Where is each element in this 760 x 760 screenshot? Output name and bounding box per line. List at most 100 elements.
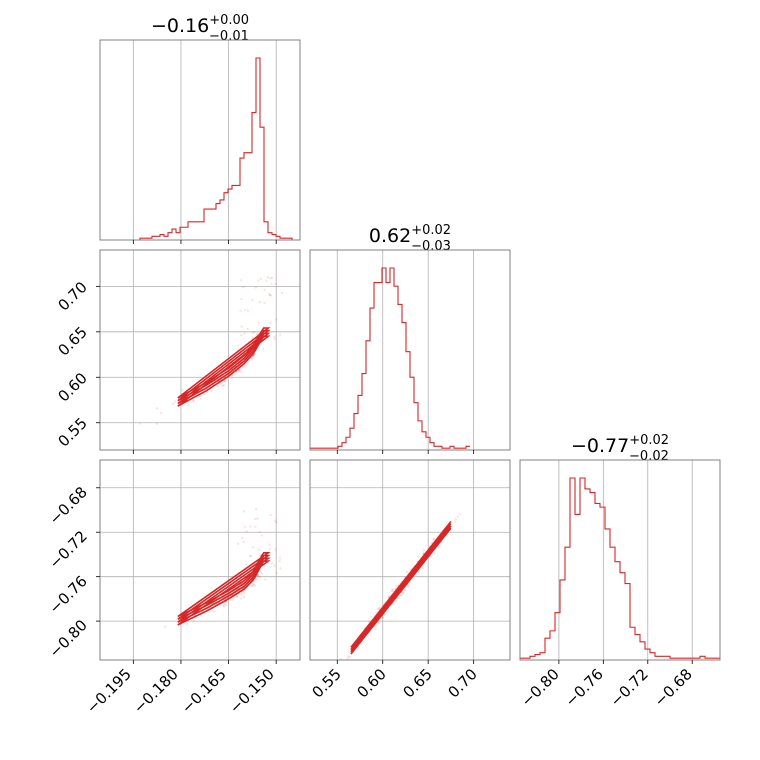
scatter-point-2-0-423 [258, 530, 262, 534]
scatter-point-1-0-205 [244, 365, 247, 368]
contour-2-0-0 [177, 560, 271, 626]
scatter-point-2-1-191 [432, 537, 435, 541]
scatter-point-2-1-75 [403, 589, 407, 592]
scatter-point-2-0-448 [268, 543, 271, 546]
scatter-point-1-0-444 [275, 318, 278, 321]
scatter-point-2-0-438 [243, 525, 247, 529]
scatter-point-1-0-455 [263, 288, 267, 292]
scatter-point-2-1-347 [437, 545, 440, 548]
scatter-point-1-0-448 [240, 297, 243, 301]
scatter-point-1-0-440 [240, 325, 243, 328]
scatter-point-2-0-449 [268, 548, 272, 551]
panel-2-2 [520, 460, 720, 660]
scatter-point-2-1-169 [391, 587, 394, 591]
y2-tick-label-1: −0.76 [46, 572, 91, 617]
contour-2-1-2 [350, 523, 452, 651]
contour-2-0-3 [177, 551, 271, 618]
scatter-point-2-1-25 [387, 595, 390, 598]
scatter-point-2-1-133 [422, 549, 425, 552]
scatter-point-1-0-260 [255, 333, 258, 336]
contour-2-1-3 [350, 521, 452, 648]
scatter-point-2-0-227 [252, 583, 256, 586]
scatter-point-2-0-422 [252, 546, 255, 549]
scatter-point-2-0-412 [235, 594, 239, 598]
scatter-point-1-0-251 [222, 384, 226, 387]
scatter-point-1-0-427 [278, 333, 282, 336]
scatter-point-1-0-156 [253, 330, 256, 334]
panel-1-0 [100, 250, 300, 450]
scatter-point-2-1-294 [390, 589, 393, 593]
scatter-point-2-0-444 [270, 562, 274, 565]
frame-1-0 [99, 249, 301, 451]
scatter-point-1-0-155 [181, 388, 184, 391]
scatter-point-2-1-217 [432, 538, 436, 542]
scatter-point-1-0-452 [274, 282, 277, 285]
scatter-point-1-0-439 [262, 348, 265, 351]
scatter-point-2-0-80 [250, 584, 254, 588]
scatter-point-2-0-451 [273, 564, 276, 567]
y1-tick-label-2: 0.65 [54, 323, 90, 359]
scatter-point-1-0-424 [268, 294, 272, 297]
scatter-point-1-0-26 [237, 369, 241, 373]
contour-1-0-3 [177, 327, 271, 399]
scatter-point-2-0-456 [279, 567, 282, 570]
scatter-point-2-0-442 [240, 536, 244, 540]
scatter-point-1-0-142 [197, 395, 200, 398]
y1-tick-label-3: 0.70 [54, 278, 90, 314]
scatter-point-2-0-434 [236, 542, 240, 545]
scatter-point-2-1-14 [391, 589, 395, 592]
scatter-point-1-0-422 [270, 276, 274, 279]
scatter-point-2-0-346 [255, 577, 259, 581]
contour-2-1-0 [350, 527, 452, 655]
contour-2-0-1 [177, 557, 271, 623]
x0-tick-label-3: −0.150 [226, 665, 278, 717]
x2-tick-label-3: −0.68 [651, 665, 696, 710]
scatter-point-2-0-127 [249, 584, 252, 587]
scatter-point-2-1-203 [416, 555, 420, 558]
scatter-point-2-0-458 [275, 520, 278, 524]
scatter-point-1-0-456 [242, 286, 245, 289]
scatter-point-2-0-112 [259, 569, 262, 573]
title-param-2: −0.77+0.02 −0.02 [571, 433, 669, 464]
scatter-point-2-0-433 [249, 554, 253, 558]
scatter-point-2-0-238 [229, 598, 233, 602]
scatter-point-2-1-159 [407, 585, 410, 588]
scatter-point-2-1-243 [405, 570, 409, 573]
frame-2-0 [99, 459, 301, 661]
scatter-point-1-0-420 [254, 286, 258, 289]
scatter-point-2-0-455 [249, 555, 252, 558]
scatter-point-1-0-429 [265, 279, 268, 283]
scatter-point-2-0-355 [257, 575, 260, 578]
scatter-point-1-0-426 [239, 309, 242, 312]
scatter-point-2-0-447 [249, 525, 252, 528]
scatter-point-1-0-355 [221, 384, 225, 388]
scatter-point-2-1-298 [381, 616, 384, 619]
scatter-point-2-0-443 [254, 507, 258, 511]
scatter-point-1-0-442 [257, 321, 260, 325]
scatter-point-2-1-78 [397, 596, 401, 600]
scatter-point-2-1-10 [381, 616, 384, 619]
scatter-point-1-0-443 [239, 278, 243, 282]
scatter-point-2-0-426 [245, 530, 248, 533]
scatter-point-2-0-209 [222, 604, 225, 608]
scatter-point-2-0-457 [278, 560, 281, 563]
scatter-point-1-0-250 [202, 393, 206, 396]
scatter-point-2-0-441 [242, 540, 245, 544]
scatter-point-2-0-12 [223, 604, 226, 607]
scatter-point-2-0-75 [223, 602, 226, 605]
x2-tick-label-0: −0.80 [518, 665, 563, 710]
scatter-point-2-0-117 [251, 584, 254, 587]
scatter-point-2-0-425 [254, 525, 257, 528]
scatter-point-1-0-304 [251, 336, 254, 339]
scatter-point-2-0-392 [256, 574, 260, 577]
histogram-1 [310, 267, 470, 449]
scatter-point-2-0-191 [232, 598, 235, 601]
scatter-point-1-0-418 [138, 422, 142, 425]
scatter-point-1-0-397 [241, 365, 245, 369]
x1-tick-label-1: 0.60 [353, 665, 389, 701]
scatter-point-2-0-91 [253, 584, 257, 587]
scatter-point-2-0-436 [274, 548, 277, 551]
scatter-point-1-0-172 [256, 332, 260, 335]
scatter-point-2-0-454 [242, 510, 246, 513]
scatter-point-2-1-227 [392, 602, 396, 605]
